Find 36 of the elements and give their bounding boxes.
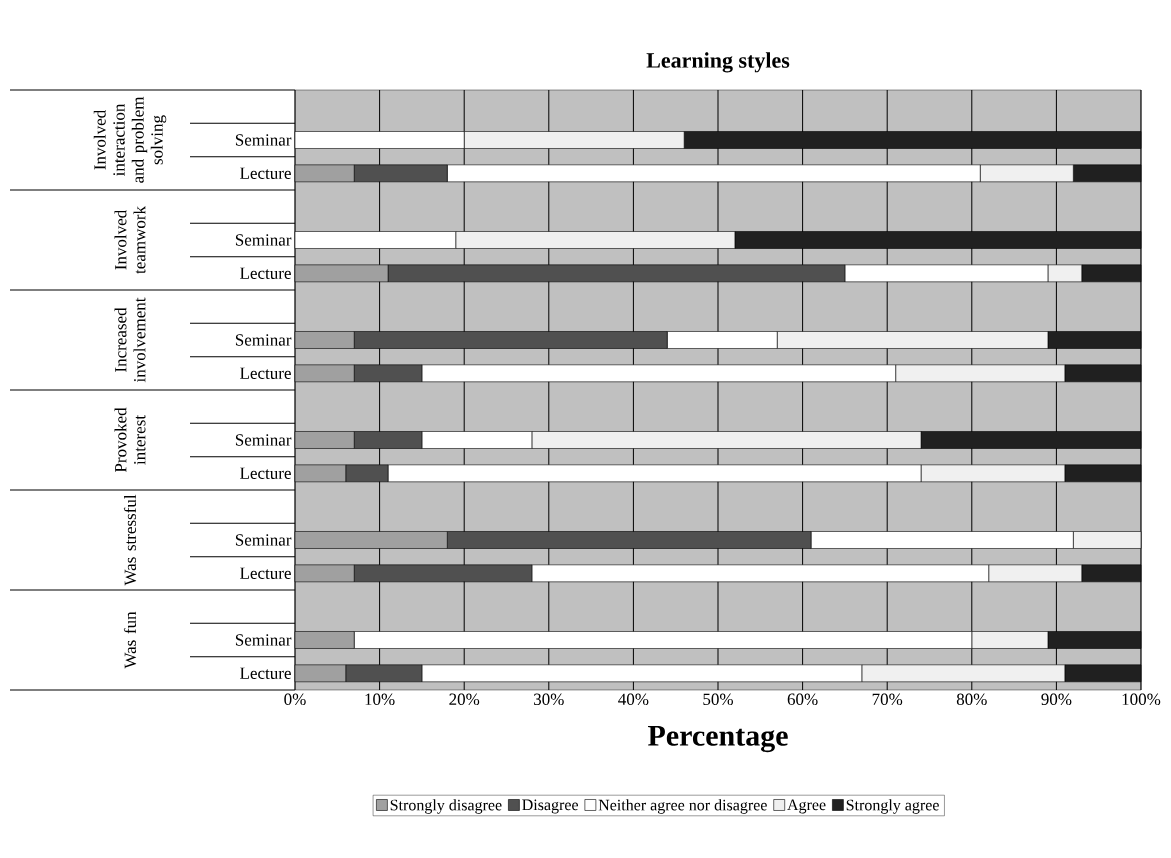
y-tick-label: Lecture	[240, 567, 291, 579]
text: Involved interaction and problem solving	[93, 96, 167, 183]
legend-label: Disagree	[522, 799, 579, 814]
x-tick-label: 30%	[534, 693, 564, 706]
y-tick-label: Lecture	[240, 467, 291, 479]
x-axis-title: Percentage	[648, 725, 788, 753]
text: Was stressful	[123, 494, 137, 586]
x-tick-label: 50%	[703, 693, 733, 706]
y-tick-label: Seminar	[235, 134, 292, 146]
text: Was fun	[123, 611, 137, 669]
x-tick-label: 0%	[284, 693, 306, 706]
x-tick-label: 60%	[787, 693, 818, 706]
y-tick-label: Seminar	[235, 434, 292, 446]
legend-label: Agree	[787, 799, 826, 814]
legend-label: Strongly disagree	[390, 799, 502, 814]
x-tick-label: 20%	[449, 693, 480, 706]
legend-label: Neither agree nor disagree	[598, 799, 767, 814]
y-tick-label: Lecture	[240, 267, 291, 279]
text: Provoked interest	[114, 407, 146, 473]
y-tick-label: Seminar	[235, 234, 292, 246]
text: Involved teamwork	[114, 206, 146, 274]
x-tick-label: 40%	[618, 693, 649, 706]
chart-title: Learning styles	[646, 52, 790, 73]
y-tick-label: Lecture	[240, 167, 291, 179]
x-tick-label: 10%	[365, 693, 395, 706]
x-tick-label: 80%	[956, 693, 987, 706]
y-tick-label: Seminar	[235, 634, 292, 646]
y-tick-label: Seminar	[235, 534, 292, 546]
x-tick-label: 90%	[1041, 693, 1072, 706]
legend-label: Strongly agree	[846, 799, 939, 814]
y-tick-label: Lecture	[240, 367, 291, 379]
x-tick-label: 100%	[1122, 693, 1161, 706]
y-tick-label: Seminar	[235, 334, 292, 346]
y-tick-label: Lecture	[240, 667, 291, 679]
x-tick-label: 70%	[872, 693, 903, 706]
text: Increased involvement	[114, 297, 146, 383]
